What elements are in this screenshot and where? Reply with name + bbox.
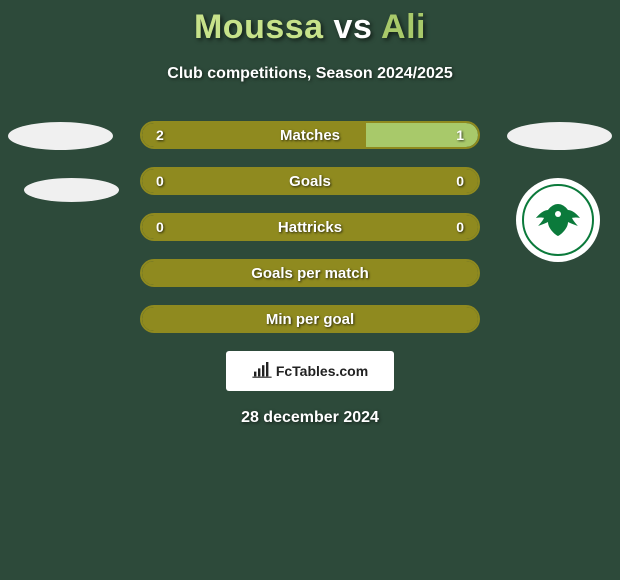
stats-panel: 21Matches 00Goals 00Hattricks Goals per mat… [0,121,620,333]
stat-label: Goals per match [142,265,478,282]
stat-row: 21Matches [140,121,480,149]
subtitle: Club competitions, Season 2024/2025 [0,65,620,83]
stat-row: Goals per match [140,259,480,287]
stat-label: Hattricks [142,219,478,236]
stat-rows: 21Matches 00Goals 00Hattricks Goals per mat… [140,121,480,333]
stat-row: Min per goal [140,305,480,333]
header: Moussa vs Ali Club competitions, Season … [0,0,620,83]
stat-label: Matches [142,127,478,144]
brand-tag[interactable]: FcTables.com [226,351,394,391]
title-vs: vs [334,8,373,46]
player1-name: Moussa [194,8,324,46]
brand-text: FcTables.com [276,363,368,379]
player2-name: Ali [381,8,426,46]
page-title: Moussa vs Ali [0,8,620,47]
stat-label: Goals [142,173,478,190]
stat-row: 00Hattricks [140,213,480,241]
date-text: 28 december 2024 [0,409,620,427]
stat-label: Min per goal [142,311,478,328]
bar-chart-icon [252,362,272,381]
stat-row: 00Goals [140,167,480,195]
